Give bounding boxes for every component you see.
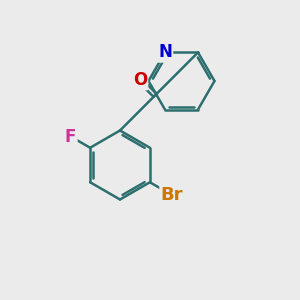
Text: O: O — [133, 71, 147, 89]
Text: Br: Br — [161, 186, 183, 204]
Text: N: N — [158, 44, 172, 62]
Text: F: F — [65, 128, 76, 146]
